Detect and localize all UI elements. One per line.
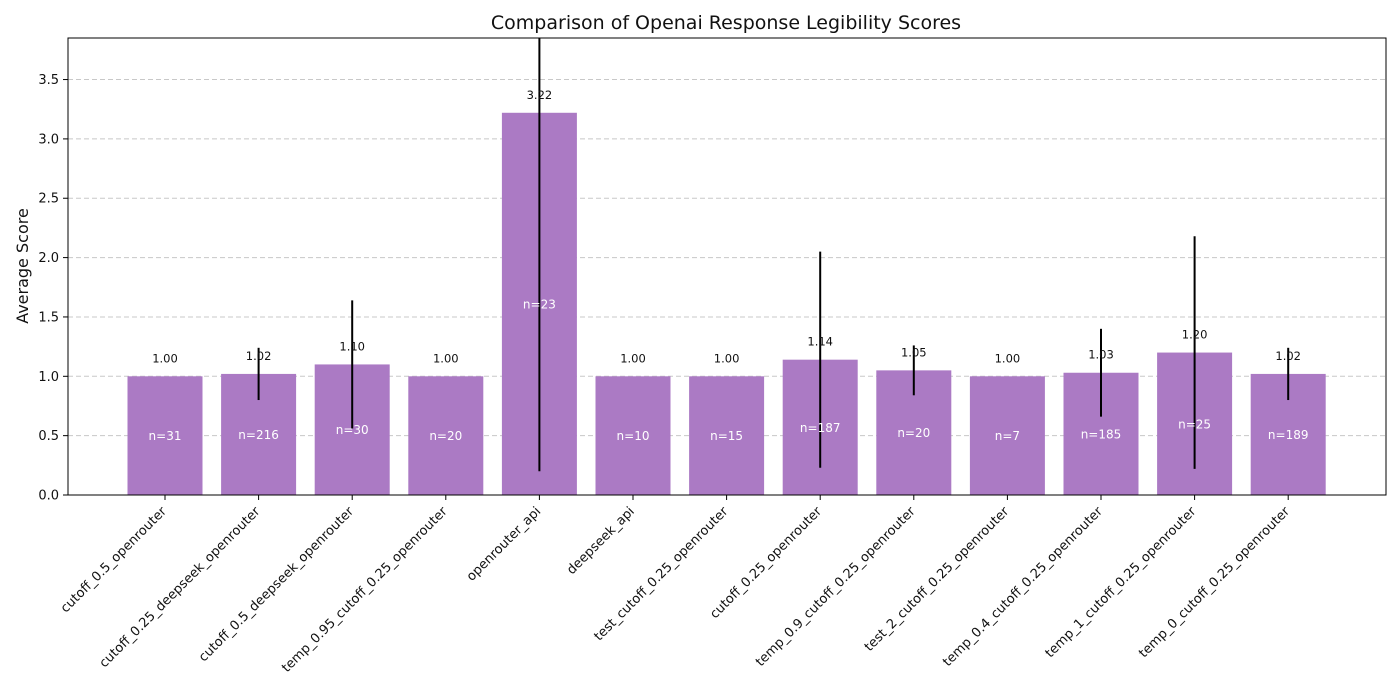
data-labels: 1.00 n=31 1.02 n=216 1.10 n=30 1.00 n=20 3.22 n=2…: [149, 88, 1309, 443]
x-tick-label: openrouter_api: [464, 504, 544, 584]
error-bars: [257, 38, 1290, 472]
bar: [689, 376, 765, 495]
x-tick-label: test_2_cutoff_0.25_openrouter: [862, 504, 1013, 655]
x-tick-label: cutoff_0.5_deepseek_openrouter: [196, 504, 357, 665]
n-label: n=30: [336, 423, 369, 437]
y-tick-label: 0.5: [38, 429, 59, 444]
chart-title: Comparison of Openai Response Legibility…: [491, 12, 961, 34]
n-label: n=10: [617, 429, 650, 443]
x-tick-label: temp_0_cutoff_0.25_openrouter: [1136, 504, 1293, 661]
value-label: 1.14: [807, 335, 833, 349]
n-label: n=31: [149, 429, 182, 443]
n-label: n=187: [800, 421, 841, 435]
value-label: 1.20: [1182, 328, 1208, 342]
bar: [595, 376, 671, 495]
value-label: 1.02: [246, 349, 272, 363]
n-label: n=20: [897, 426, 930, 440]
y-tick-label: 2.5: [38, 192, 59, 207]
n-label: n=20: [429, 429, 462, 443]
y-axis-label: Average Score: [13, 208, 32, 324]
value-label: 1.02: [1275, 349, 1301, 363]
y-tick-label: 2.0: [38, 251, 59, 266]
x-tick-label: temp_0.4_cutoff_0.25_openrouter: [940, 504, 1106, 670]
y-tick-label: 0.0: [38, 489, 59, 504]
n-label: n=216: [238, 428, 279, 442]
y-tick-label: 3.5: [38, 73, 59, 88]
value-label: 3.22: [527, 88, 553, 102]
value-label: 1.00: [152, 351, 178, 365]
n-label: n=7: [995, 429, 1020, 443]
value-label: 1.10: [339, 339, 365, 353]
n-label: n=189: [1268, 428, 1309, 442]
value-label: 1.00: [995, 351, 1021, 365]
n-label: n=15: [710, 429, 743, 443]
n-label: n=25: [1178, 417, 1211, 431]
y-tick-label: 3.0: [38, 132, 59, 147]
value-label: 1.00: [433, 351, 459, 365]
y-tick-label: 1.0: [38, 370, 59, 385]
n-label: n=23: [523, 297, 556, 311]
bar: [127, 376, 203, 495]
value-label: 1.00: [714, 351, 740, 365]
bar: [969, 376, 1045, 495]
x-tick-label: cutoff_0.25_deepseek_openrouter: [97, 504, 264, 671]
x-tick-label: temp_1_cutoff_0.25_openrouter: [1043, 504, 1200, 661]
x-tick-label: deepseek_api: [564, 504, 638, 578]
x-tick-label: cutoff_0.5_openrouter: [58, 504, 170, 616]
value-label: 1.05: [901, 345, 927, 359]
n-label: n=185: [1081, 427, 1122, 441]
y-tick-label: 1.5: [38, 310, 59, 325]
x-tick-label: temp_0.9_cutoff_0.25_openrouter: [753, 504, 919, 670]
x-tick-label: temp_0.95_cutoff_0.25_openrouter: [279, 504, 451, 676]
value-label: 1.00: [620, 351, 646, 365]
value-label: 1.03: [1088, 348, 1114, 362]
bar: [408, 376, 484, 495]
